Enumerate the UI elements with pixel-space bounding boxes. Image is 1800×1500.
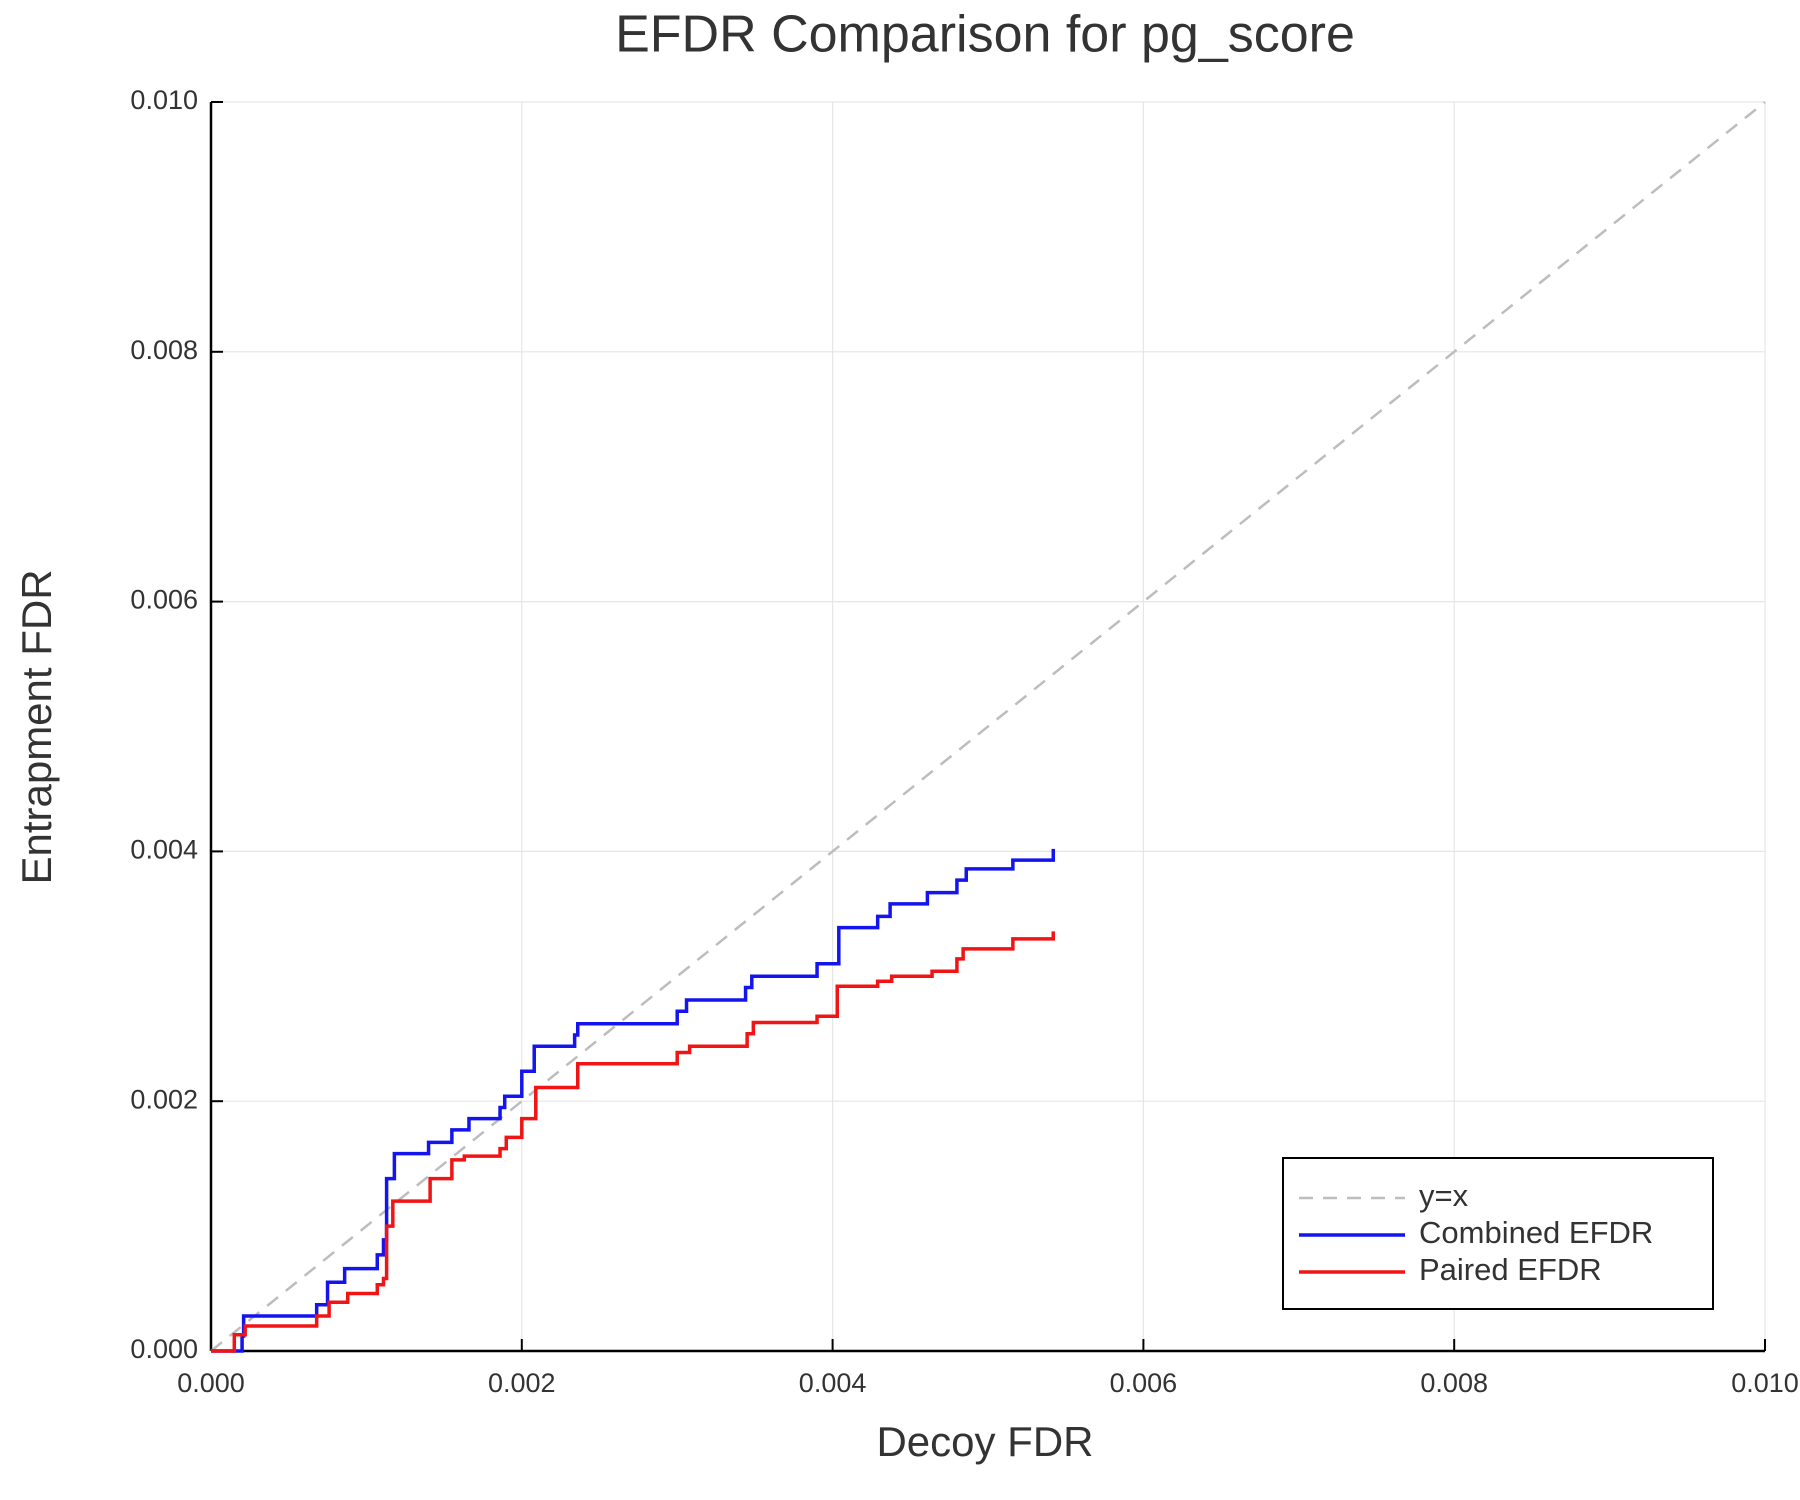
legend-label: y=x: [1419, 1178, 1469, 1213]
series-line: [210, 101, 1766, 1352]
x-tick-label: 0.002: [488, 1368, 556, 1398]
y-axis-label: Entrapment FDR: [13, 569, 60, 884]
y-tick-label: 0.010: [130, 85, 198, 115]
x-tick-label: 0.004: [799, 1368, 867, 1398]
legend-label: Combined EFDR: [1419, 1215, 1653, 1250]
series-line: [211, 848, 1056, 1353]
y-tick-label: 0.000: [130, 1334, 198, 1364]
y-tick-label: 0.006: [130, 585, 198, 615]
y-tick-label: 0.002: [130, 1084, 198, 1114]
x-tick-label: 0.008: [1420, 1368, 1488, 1398]
x-tick-label: 0.006: [1110, 1368, 1178, 1398]
y-tick-label: 0.004: [130, 835, 198, 865]
y-tick-label: 0.008: [130, 335, 198, 365]
x-tick-label: 0.010: [1731, 1368, 1799, 1398]
legend-label: Paired EFDR: [1419, 1252, 1602, 1287]
chart-title: EFDR Comparison for pg_score: [615, 6, 1355, 64]
x-axis-label: Decoy FDR: [876, 1418, 1093, 1465]
series-line: [211, 931, 1056, 1353]
x-tick-label: 0.000: [177, 1368, 245, 1398]
